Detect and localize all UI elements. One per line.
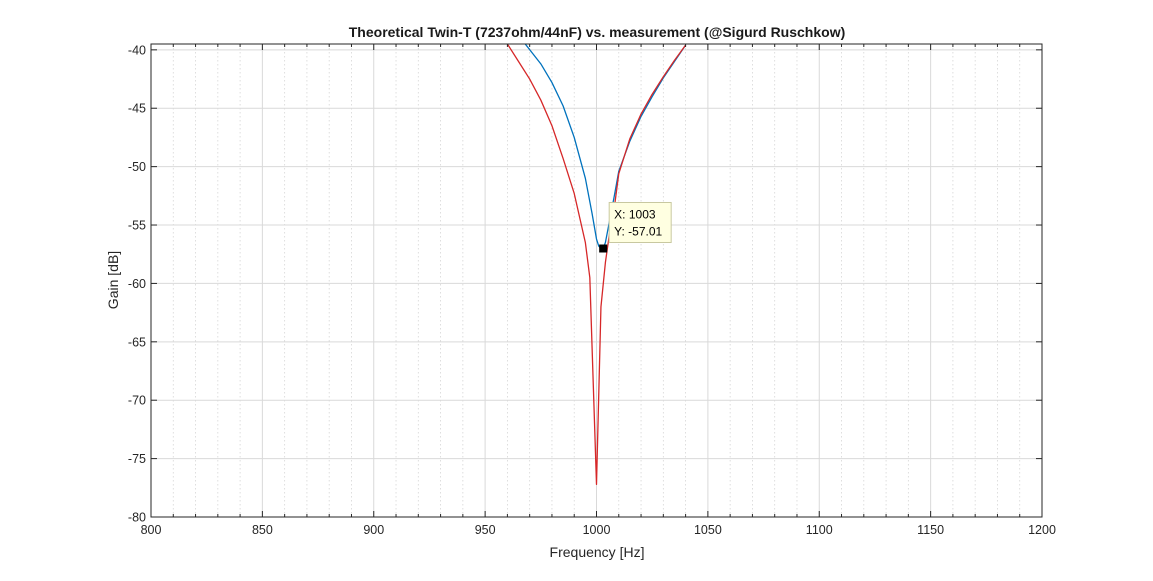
y-tick-label: -40 [128,43,146,57]
y-tick-label: -70 [128,394,146,408]
x-tick-label: 900 [363,523,384,537]
y-tick-label: -75 [128,452,146,466]
chart-title: Theoretical Twin-T (7237ohm/44nF) vs. me… [349,24,846,40]
tick-marks [150,44,1043,518]
y-tick-label: -65 [128,335,146,349]
x-tick-label: 1200 [1028,523,1056,537]
y-tick-label: -60 [128,277,146,291]
x-tick-labels: 800 850 900 950 1000 1050 1100 1150 1200 [141,523,1056,537]
series-line-2 [506,44,687,485]
x-tick-label: 950 [475,523,496,537]
x-axis-label: Frequency [Hz] [550,544,645,560]
y-tick-labels: -80 -75 -70 -65 -60 -55 -50 -45 -40 [128,43,146,524]
datatip-marker[interactable] [599,244,608,253]
datatip-y-text: Y: -57.01 [614,224,662,238]
y-tick-label: -45 [128,102,146,116]
x-tick-label: 1050 [694,523,722,537]
x-tick-label: 1000 [583,523,611,537]
y-tick-label: -50 [128,160,146,174]
x-tick-label: 800 [141,523,162,537]
y-tick-label: -80 [128,511,146,525]
y-tick-label: -55 [128,219,146,233]
datatip-x-text: X: 1003 [614,207,656,221]
x-tick-label: 1150 [917,523,944,537]
datatip-box [608,201,672,243]
x-tick-label: 1100 [806,523,833,537]
y-axis-label: Gain [dB] [105,251,121,309]
x-tick-label: 850 [252,523,273,537]
datatip[interactable]: X: 1003 Y: -57.01 [599,201,672,253]
